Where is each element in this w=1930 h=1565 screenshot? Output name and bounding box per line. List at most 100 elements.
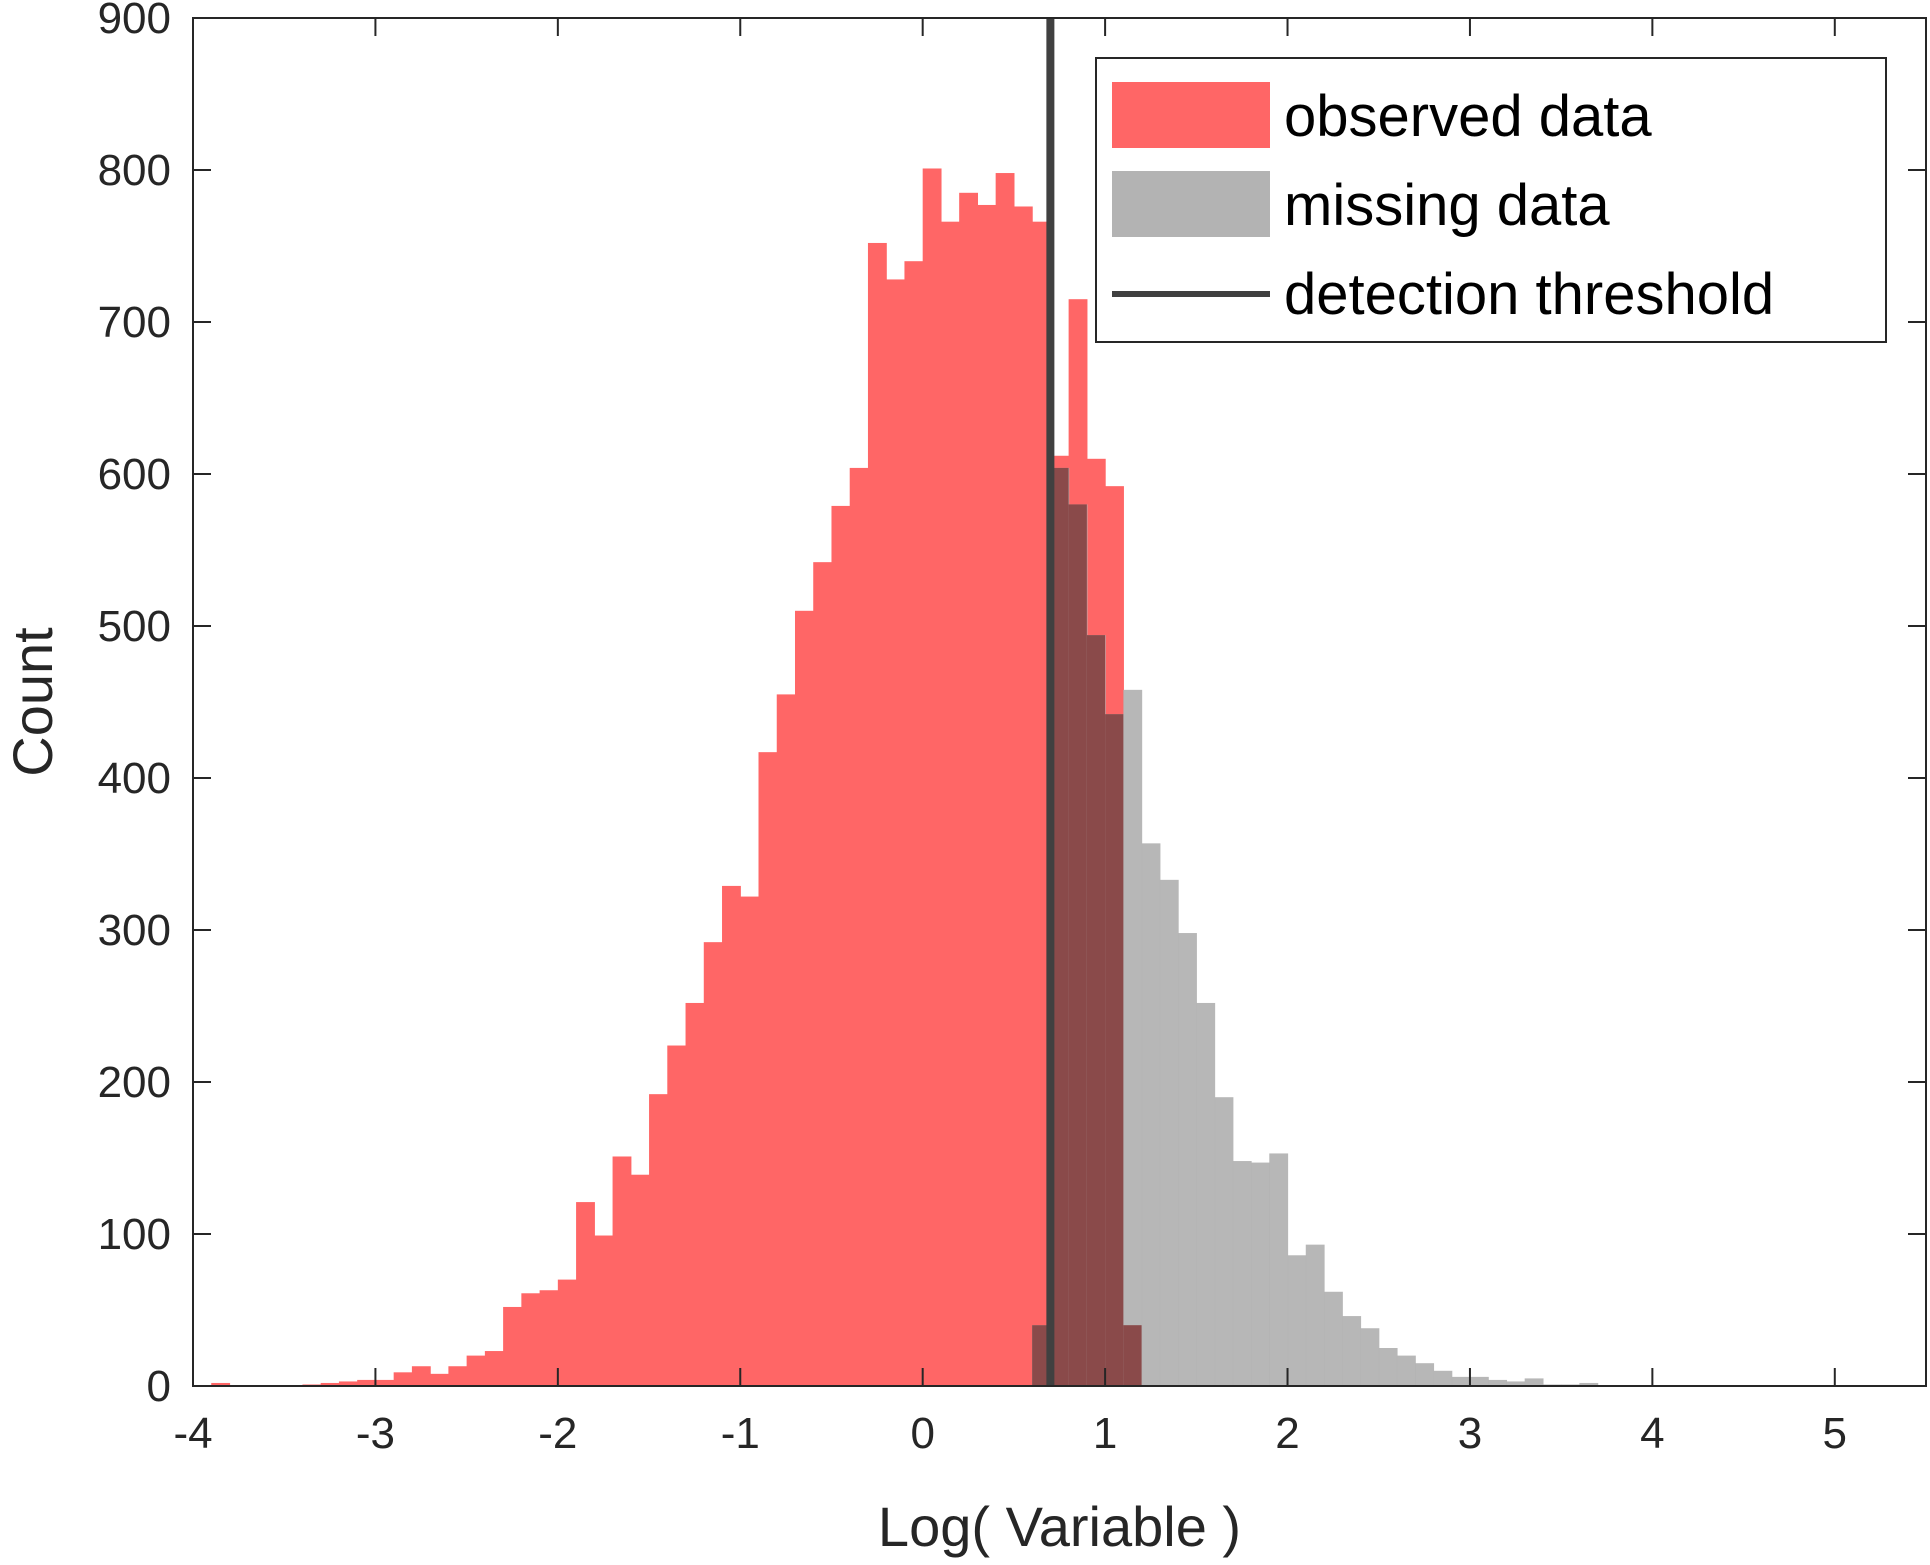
x-tick-label: 0 [910,1409,934,1458]
observed-bar [703,942,723,1386]
missing-bar [1123,689,1143,1386]
overlap-bar [1086,635,1106,1386]
missing-bar [1287,1255,1307,1386]
missing-bar [1159,879,1179,1386]
observed-bar [649,1094,668,1386]
missing-bar [1378,1348,1398,1386]
missing-bar [1305,1244,1325,1386]
observed-bar [922,168,942,1387]
x-tick-label: -3 [356,1409,395,1458]
observed-bar [867,242,887,1387]
observed-bar [448,1366,468,1386]
y-axis-ticks: 0 100 200 300 400 500 600 700 800 900 [98,0,1926,1411]
observed-bar [521,1293,541,1386]
legend-swatch-observed [1112,82,1270,148]
x-tick-label: -4 [173,1409,212,1458]
x-tick-label: 5 [1823,1409,1847,1458]
missing-bar [1451,1376,1471,1386]
observed-bar [886,279,906,1387]
observed-bar [995,173,1015,1386]
legend-label-observed: observed data [1284,84,1652,149]
y-tick-label: 200 [98,1058,171,1107]
y-tick-label: 800 [98,146,171,195]
x-tick-label: 3 [1458,1409,1482,1458]
y-tick-label: 100 [98,1210,171,1259]
observed-bar [977,204,997,1387]
missing-bar [1396,1355,1416,1386]
y-tick-label: 500 [98,602,171,651]
legend-label-threshold: detection threshold [1284,262,1774,327]
observed-bar [539,1290,559,1386]
observed-bar [1032,221,1051,1387]
missing-bars [1032,467,1599,1386]
overlap-bar [1105,714,1124,1386]
missing-bar [1324,1291,1343,1386]
x-tick-label: 4 [1640,1409,1664,1458]
missing-bar [1433,1370,1453,1386]
observed-bar [722,885,741,1386]
overlap-bar [1068,504,1087,1386]
missing-bar [1214,1097,1234,1386]
overlap-bar [1123,1325,1142,1386]
observed-bar [320,1382,340,1386]
observed-bars [211,168,1143,1387]
missing-bar [1342,1316,1362,1386]
observed-bar [758,752,778,1386]
observed-bar [557,1279,577,1386]
observed-bar [849,467,869,1386]
observed-bar [375,1379,395,1386]
missing-bar [1415,1363,1435,1386]
observed-bar [503,1306,522,1386]
observed-bar [211,1382,231,1386]
observed-bar [612,1156,632,1386]
observed-bar [667,1045,687,1386]
x-tick-label: 2 [1275,1409,1299,1458]
observed-bar [338,1381,358,1386]
missing-bar [1196,1002,1216,1386]
y-tick-label: 0 [147,1362,171,1411]
y-axis-label: Count [1,627,64,777]
observed-bar [959,192,979,1386]
x-tick-label: 1 [1093,1409,1117,1458]
observed-bar [685,1002,705,1386]
observed-bar [831,505,851,1386]
overlap-bar [1032,1325,1051,1386]
observed-bar [1013,206,1033,1387]
observed-bar [484,1351,504,1386]
missing-bar [1178,933,1197,1386]
missing-bar [1251,1162,1270,1386]
y-tick-label: 900 [98,0,171,43]
missing-bar [1579,1382,1599,1386]
missing-bar [1232,1161,1252,1386]
observed-bar [411,1366,431,1386]
observed-bar [393,1372,413,1386]
observed-bar [740,896,760,1386]
missing-bar [1469,1376,1489,1386]
observed-bar [776,694,796,1386]
y-tick-label: 700 [98,298,171,347]
observed-bar [794,610,814,1386]
observed-bar [940,221,960,1387]
observed-bar [904,261,924,1387]
observed-bar [813,562,833,1386]
y-tick-label: 400 [98,754,171,803]
missing-bar [1524,1378,1544,1386]
missing-bar [1141,843,1161,1386]
legend-swatch-missing [1112,171,1270,237]
observed-bar [630,1174,650,1386]
missing-bar [1506,1381,1526,1386]
overlap-bar [1050,467,1069,1386]
missing-bar [1488,1379,1508,1386]
observed-bar [357,1379,377,1386]
y-tick-label: 300 [98,906,171,955]
legend: observed data missing data detection thr… [1095,57,1887,343]
axes-box [192,17,1927,1387]
x-tick-label: -2 [538,1409,577,1458]
observed-bar [466,1355,486,1386]
x-axis-ticks: -4 -3 -2 -1 0 1 2 3 4 5 [173,18,1847,1458]
x-axis-label: Log( Variable ) [878,1495,1241,1558]
observed-bar [430,1373,449,1386]
observed-bar [576,1202,595,1386]
